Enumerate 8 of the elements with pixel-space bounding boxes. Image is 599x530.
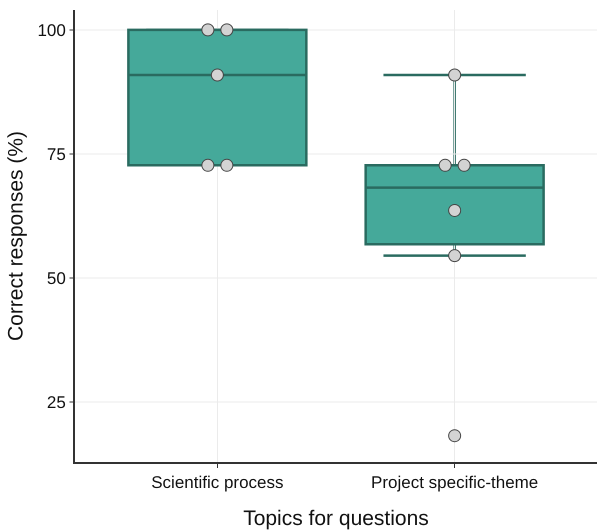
x-axis-title: Topics for questions — [243, 507, 429, 530]
y-tick-label: 75 — [46, 144, 66, 164]
y-tick-label: 25 — [46, 392, 66, 412]
x-tick-label: Project specific-theme — [371, 473, 538, 492]
x-tick-label: Scientific process — [151, 473, 284, 492]
y-axis-title: Correct responses (%) — [4, 130, 28, 342]
y-tick-label: 50 — [46, 268, 66, 288]
y-tick-label: 100 — [37, 20, 66, 40]
